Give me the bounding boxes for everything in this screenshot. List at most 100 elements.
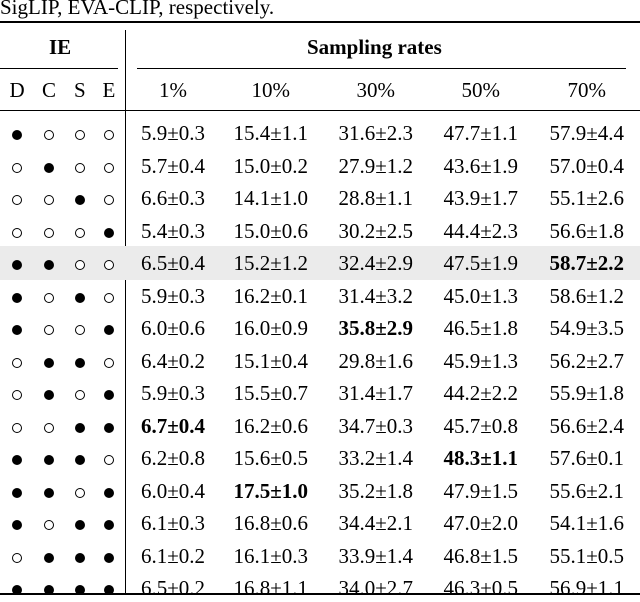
empty-circle-icon — [75, 260, 85, 270]
table-cell: 56.6±1.8 — [549, 218, 625, 243]
table-cell: 55.1±0.5 — [549, 543, 625, 568]
rate-column-header: 50% — [461, 78, 501, 102]
ie-group-header: IE — [49, 35, 72, 59]
table-cell: 6.1±0.2 — [141, 543, 206, 568]
table-cell: 5.4±0.3 — [141, 218, 206, 243]
filled-circle-icon — [104, 390, 114, 400]
sampling-group-header: Sampling rates — [307, 35, 442, 59]
empty-circle-icon — [44, 292, 54, 303]
empty-circle-icon — [12, 390, 22, 400]
filled-circle-icon — [44, 162, 54, 173]
table-cell: 16.8±1.1 — [233, 576, 309, 600]
table-cell: 46.8±1.5 — [443, 543, 519, 568]
table-cell: 15.2±1.2 — [233, 251, 309, 275]
filled-circle-icon — [44, 487, 54, 498]
table-cell: 56.6±2.4 — [549, 413, 625, 438]
empty-circle-icon — [44, 325, 54, 335]
filled-circle-icon — [75, 195, 85, 205]
table-cell: 6.2±0.8 — [141, 446, 206, 470]
filled-circle-icon — [12, 325, 22, 335]
empty-circle-icon — [104, 455, 114, 465]
empty-circle-icon — [104, 130, 114, 140]
table-cell: 48.3±1.1 — [443, 446, 519, 470]
filled-circle-icon — [75, 585, 85, 595]
table-cell: 34.4±2.1 — [338, 511, 414, 535]
table-cell: 5.9±0.3 — [141, 283, 206, 308]
table-cell: 16.2±0.1 — [233, 283, 309, 308]
highlighted-row-background — [0, 246, 640, 280]
table-cell: 45.9±1.3 — [443, 348, 519, 373]
filled-circle-icon — [104, 552, 114, 563]
table-cell: 35.8±2.9 — [338, 316, 414, 340]
ie-column-header: S — [74, 78, 86, 102]
empty-circle-icon — [44, 520, 54, 530]
rate-column-header: 10% — [251, 78, 291, 102]
filled-circle-icon — [12, 260, 22, 270]
filled-circle-icon — [44, 455, 54, 465]
table-cell: 6.5±0.4 — [141, 251, 206, 275]
empty-circle-icon — [12, 422, 22, 433]
table-cell: 58.6±1.2 — [549, 283, 625, 308]
empty-circle-icon — [75, 487, 85, 498]
table-cell: 47.5±1.9 — [443, 251, 519, 275]
filled-circle-icon — [44, 260, 54, 270]
filled-circle-icon — [12, 455, 22, 465]
table-cell: 45.7±0.8 — [443, 413, 519, 438]
table-cell: 45.0±1.3 — [443, 283, 519, 308]
table-cell: 57.0±0.4 — [549, 153, 625, 178]
table-cell: 16.1±0.3 — [233, 543, 309, 568]
rate-column-header: 1% — [159, 78, 187, 102]
table-cell: 6.0±0.4 — [141, 478, 206, 503]
filled-circle-icon — [44, 390, 54, 400]
bottom-rule — [0, 593, 640, 595]
table-cell: 6.0±0.6 — [141, 316, 206, 340]
filled-circle-icon — [44, 585, 54, 595]
sampling-group-rule — [137, 68, 626, 69]
empty-circle-icon — [12, 162, 22, 173]
table-cell: 30.2±2.5 — [338, 218, 414, 243]
table-cell: 31.6±2.3 — [338, 121, 414, 145]
empty-circle-icon — [44, 422, 54, 433]
table-cell: 43.9±1.7 — [443, 186, 519, 210]
filled-circle-icon — [75, 292, 85, 303]
table-cell: 58.7±2.2 — [549, 251, 625, 275]
filled-circle-icon — [75, 357, 85, 368]
table-cell: 31.4±1.7 — [338, 381, 414, 405]
table-cell: 55.9±1.8 — [549, 381, 625, 405]
table-cell: 47.0±2.0 — [443, 511, 519, 535]
table-cell: 6.6±0.3 — [141, 186, 206, 210]
rate-column-header: 30% — [356, 78, 396, 102]
table-cell: 29.8±1.6 — [338, 348, 414, 373]
table-cell: 46.5±1.8 — [443, 316, 519, 340]
table-cell: 6.4±0.2 — [141, 348, 206, 373]
table-cell: 46.3±0.5 — [443, 576, 519, 600]
filled-circle-icon — [104, 422, 114, 433]
empty-circle-icon — [104, 162, 114, 173]
empty-circle-icon — [75, 227, 85, 238]
table-cell: 15.0±0.6 — [233, 218, 309, 243]
table-cell: 57.9±4.4 — [549, 121, 625, 145]
empty-circle-icon — [75, 325, 85, 335]
table-cell: 5.9±0.3 — [141, 381, 206, 405]
table-cell: 33.2±1.4 — [338, 446, 414, 470]
table-cell: 47.7±1.1 — [443, 121, 519, 145]
table-cell: 6.5±0.2 — [141, 576, 206, 600]
filled-circle-icon — [75, 552, 85, 563]
empty-circle-icon — [12, 195, 22, 205]
filled-circle-icon — [104, 227, 114, 238]
table-cell: 15.1±0.4 — [233, 348, 309, 373]
table-caption: SigLIP, EVA-CLIP, respectively. — [0, 0, 275, 19]
table-cell: 28.8±1.1 — [338, 186, 414, 210]
table-cell: 32.4±2.9 — [338, 251, 414, 275]
ie-column-header: D — [9, 78, 25, 102]
table-cell: 35.2±1.8 — [338, 478, 414, 503]
table-cell: 16.8±0.6 — [233, 511, 309, 535]
table-cell: 34.7±0.3 — [338, 413, 414, 438]
table-cell: 14.1±1.0 — [233, 186, 309, 210]
table-cell: 6.1±0.3 — [141, 511, 206, 535]
table-cell: 56.2±2.7 — [549, 348, 625, 373]
table-cell: 5.9±0.3 — [141, 121, 206, 145]
empty-circle-icon — [12, 552, 22, 563]
filled-circle-icon — [75, 422, 85, 433]
filled-circle-icon — [104, 325, 114, 335]
